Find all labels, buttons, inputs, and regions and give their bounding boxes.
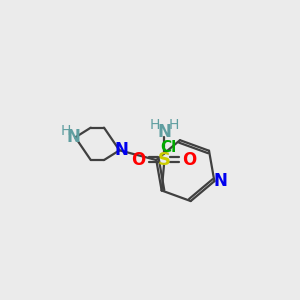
Text: S: S xyxy=(158,151,170,169)
Text: Cl: Cl xyxy=(161,140,177,155)
Text: N: N xyxy=(114,141,128,159)
Text: N: N xyxy=(67,128,81,146)
Text: N: N xyxy=(157,123,171,141)
Text: N: N xyxy=(214,172,228,190)
Text: H: H xyxy=(149,118,160,132)
Text: H: H xyxy=(168,118,178,132)
Text: O: O xyxy=(182,151,197,169)
Text: O: O xyxy=(131,151,146,169)
Text: H: H xyxy=(61,124,71,138)
